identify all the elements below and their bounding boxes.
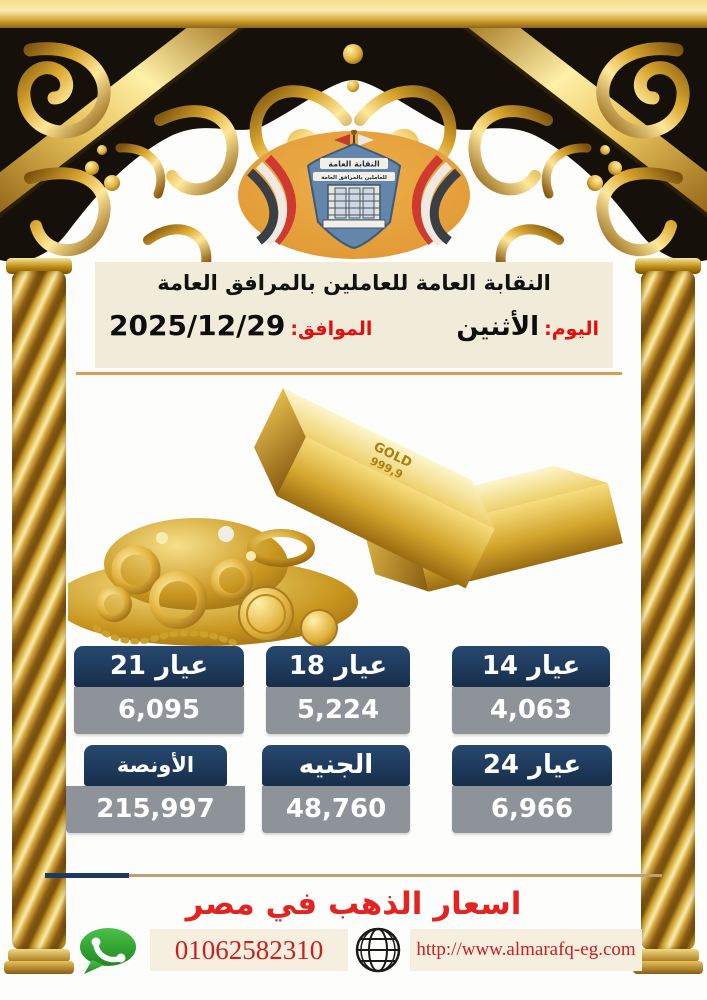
date-label: الموافق: [290, 318, 373, 340]
website-url: http://www.almarafq-eg.com [410, 929, 642, 971]
header-divider [76, 372, 622, 375]
emblem-title: النقابة العامة [328, 160, 380, 169]
phone-number: 01062582310 [150, 929, 348, 971]
price-card-label: عيار 21 [74, 646, 244, 687]
price-card-value: 6,966 [452, 786, 612, 833]
org-logo: النقابة العامة للعاملين بالمرافق العامة [238, 130, 470, 259]
globe-icon [355, 927, 401, 973]
price-card-karat-14: عيار 14 4,063 [452, 646, 610, 734]
price-card-value: 4,063 [452, 687, 610, 734]
price-card-ounce: الأونصة 215,997 [66, 745, 245, 833]
emblem-subtitle: للعاملين بالمرافق العامة [321, 175, 387, 181]
org-title: النقابة العامة للعاملين بالمرافق العامة [157, 271, 551, 295]
date-value: 2025/12/29 [109, 309, 286, 342]
whatsapp-icon [80, 928, 136, 974]
price-card-label: الأونصة [84, 745, 227, 786]
footer-divider-accent [45, 873, 129, 878]
frame-top-bar [0, 0, 707, 30]
price-card-karat-18: عيار 18 5,224 [266, 646, 410, 734]
price-card-pound: الجنيه 48,760 [262, 745, 410, 833]
footer-divider [129, 874, 662, 877]
price-card-value: 6,095 [74, 687, 244, 734]
date-group: الموافق: 2025/12/29 [109, 309, 372, 342]
price-card-value: 215,997 [66, 786, 245, 833]
price-card-value: 5,224 [266, 687, 410, 734]
egypt-flag-ribbon-icon [246, 158, 458, 243]
price-card-label: عيار 14 [452, 646, 610, 687]
day-label: اليوم: [544, 318, 599, 340]
frame-right-column [633, 258, 703, 974]
date-row: اليوم: الأثنين الموافق: 2025/12/29 [95, 295, 613, 342]
price-card-label: عيار 24 [452, 745, 612, 786]
union-emblem-icon: النقابة العامة للعاملين بالمرافق العامة [306, 130, 402, 250]
price-card-label: الجنيه [262, 745, 410, 786]
day-value: الأثنين [456, 312, 540, 342]
frame-left-column [4, 258, 74, 974]
price-card-karat-21: عيار 21 6,095 [74, 646, 244, 734]
gold-bars-jewelry-image: GOLD 999,9 [68, 388, 623, 647]
day-group: اليوم: الأثنين [456, 312, 599, 342]
price-card-value: 48,760 [262, 786, 410, 833]
price-card-karat-24: عيار 24 6,966 [452, 745, 612, 833]
price-card-label: عيار 18 [266, 646, 410, 687]
frame-top-ornament-icon [0, 28, 707, 273]
footer-title: اسعار الذهب في مصر [185, 886, 522, 922]
header-band: النقابة العامة للعاملين بالمرافق العامة … [95, 262, 613, 368]
